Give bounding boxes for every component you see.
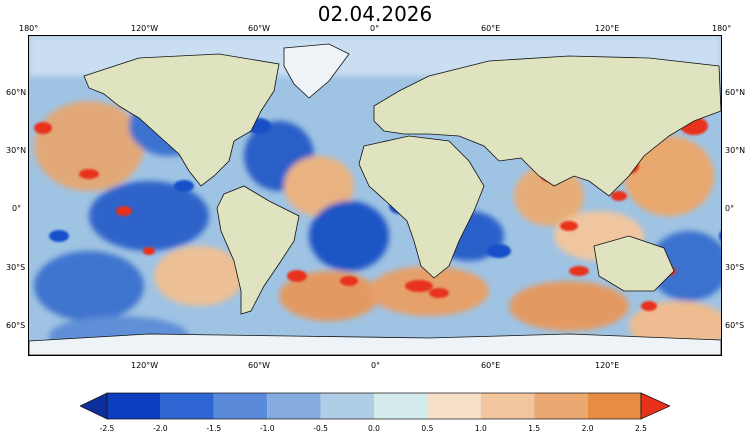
lon-label-bottom: 0° — [371, 361, 381, 370]
colorbar-cell — [267, 393, 321, 419]
lon-label-top: 120°E — [595, 24, 620, 33]
lat-label-right: 60°N — [725, 88, 746, 97]
lat-label-right: 60°S — [725, 321, 745, 330]
lat-label-left: 30°S — [6, 263, 26, 272]
colorbar-tick-label: 0.0 — [368, 424, 380, 433]
south-america — [216, 185, 300, 315]
colorbar-cell — [534, 393, 588, 419]
lon-label-top: 120°W — [131, 24, 159, 33]
anomaly-field — [29, 36, 721, 355]
colorbar-cell — [374, 393, 428, 419]
colorbar-tick-label: 0.5 — [421, 424, 434, 433]
lon-label-bottom: 120°W — [131, 361, 159, 370]
colorbar-tick-label: -2.5 — [99, 424, 115, 433]
colorbar-cell — [587, 393, 641, 419]
colorbar-cells — [106, 392, 642, 420]
lon-label-top: 60°E — [481, 24, 501, 33]
lat-label-left: 60°S — [6, 321, 26, 330]
lat-label-left: 60°N — [6, 88, 27, 97]
lon-label-top: 180° — [712, 24, 732, 33]
africa — [358, 135, 485, 279]
colorbar-cell — [427, 393, 481, 419]
lat-label-right: 0° — [725, 204, 735, 213]
lon-label-top: 60°W — [248, 24, 271, 33]
antarctica — [29, 333, 721, 355]
colorbar-tick-label: -0.5 — [313, 424, 328, 433]
map-title: 02.04.2026 — [317, 2, 433, 26]
lat-label-right: 30°S — [725, 263, 745, 272]
colorbar-tick-label: 2.0 — [581, 424, 594, 433]
greenland — [283, 43, 350, 99]
colorbar-tick-label: -1.0 — [259, 424, 275, 433]
colorbar-cell — [107, 393, 161, 419]
lon-label-bottom: 120°E — [595, 361, 620, 370]
colorbar-over-arrow — [640, 392, 670, 420]
colorbar-under-arrow — [80, 392, 108, 420]
australia — [593, 235, 675, 292]
colorbar-cell — [213, 393, 268, 419]
land-masses — [29, 43, 721, 355]
lon-label-bottom: 60°W — [248, 361, 271, 370]
colorbar-tick-label: -2.0 — [153, 424, 168, 433]
colorbar-cell — [160, 393, 214, 419]
colorbar-tick-label: -1.5 — [206, 424, 222, 433]
lat-label-right: 30°N — [725, 146, 746, 155]
lon-label-top: 180° — [19, 24, 39, 33]
colorbar-tick-label: 1.5 — [528, 424, 541, 433]
lat-label-left: 30°N — [6, 146, 27, 155]
anomaly-map-svg — [29, 36, 721, 355]
colorbar-cell — [480, 393, 535, 419]
world-map — [28, 35, 722, 356]
colorbar — [80, 392, 670, 420]
lon-label-bottom: 60°E — [481, 361, 501, 370]
colorbar-tick-label: 2.5 — [635, 424, 647, 433]
colorbar-tick-label: 1.0 — [474, 424, 487, 433]
eurasia — [373, 55, 721, 197]
north-america — [83, 53, 280, 187]
colorbar-cell — [320, 393, 374, 419]
lat-label-left: 0° — [12, 204, 22, 213]
lon-label-top: 0° — [370, 24, 380, 33]
